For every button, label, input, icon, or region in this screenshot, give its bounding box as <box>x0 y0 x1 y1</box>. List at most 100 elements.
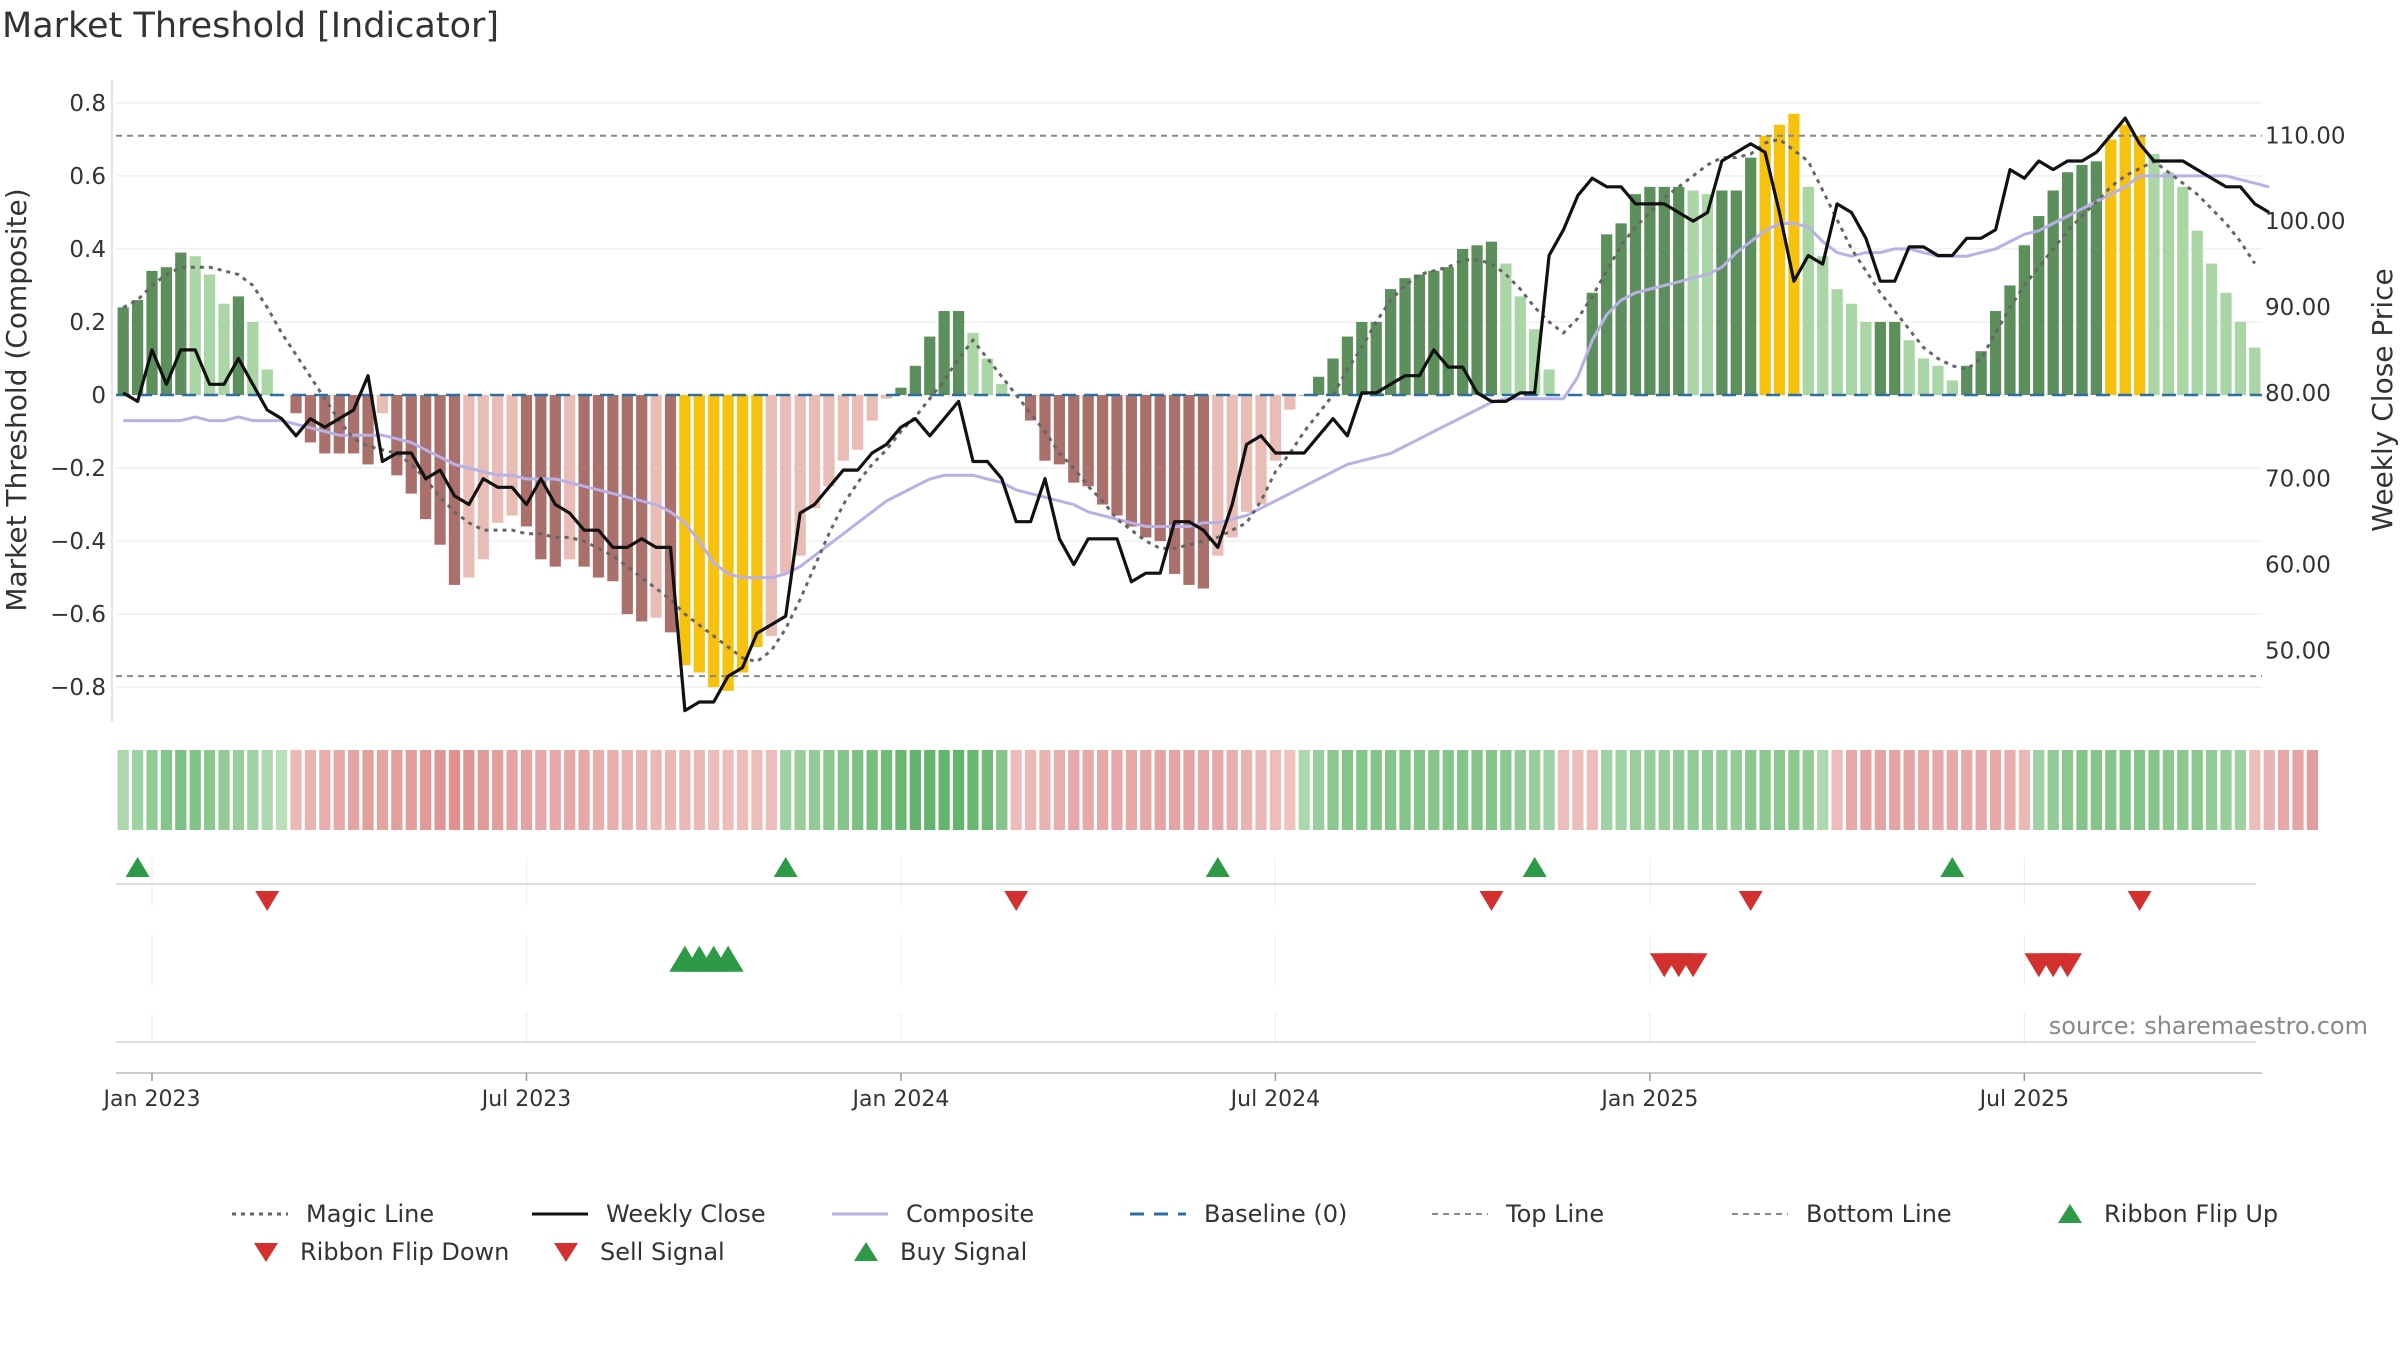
composite-bar <box>1370 321 1382 395</box>
legend-item: Bottom Line <box>1730 1196 1952 1232</box>
composite-bar <box>1874 321 1886 395</box>
composite-bar <box>967 332 979 395</box>
composite-bar <box>1356 321 1368 395</box>
ribbon-cell <box>2277 750 2290 830</box>
ribbon-cell <box>1932 750 1944 830</box>
ribbon-cell <box>1831 750 1843 830</box>
composite-bar <box>679 395 691 666</box>
composite-bar <box>1428 270 1440 395</box>
signal-rows <box>116 857 2256 1045</box>
y-tick-label: −0.2 <box>50 456 106 482</box>
y-tick-label: 0 <box>91 383 106 409</box>
composite-bar <box>1557 395 1570 396</box>
x-tick-label: Jul 2023 <box>480 1087 572 1112</box>
composite-bar <box>1629 194 1642 395</box>
ribbon-cell <box>1845 750 1858 830</box>
composite-bar <box>880 395 893 399</box>
composite-bar <box>247 321 259 395</box>
ribbon-cell <box>1356 750 1368 830</box>
composite-bar <box>794 395 806 556</box>
composite-bar <box>1860 321 1872 395</box>
composite-bar <box>765 395 777 637</box>
legend-swatch <box>232 1212 288 1216</box>
ribbon-cell <box>1125 750 1138 830</box>
composite-bar <box>1140 395 1152 538</box>
composite-bar <box>1053 395 1065 465</box>
y-tick-label: 0.4 <box>69 237 106 263</box>
ribbon-cell <box>247 750 259 830</box>
composite-bar <box>2249 347 2261 395</box>
ribbon-cell <box>405 750 417 830</box>
composite-bar <box>189 256 201 395</box>
ribbon-cell <box>1341 750 1354 830</box>
composite-bar <box>1024 395 1037 421</box>
ribbon-cell <box>952 750 965 830</box>
composite-bar <box>1485 241 1498 395</box>
ribbon-cell <box>492 750 504 830</box>
composite-bar <box>2148 153 2160 395</box>
ribbon-cell <box>2061 750 2074 830</box>
composite-bar <box>1269 395 1282 461</box>
composite-bar <box>1745 157 1757 395</box>
composite-bar <box>506 395 518 516</box>
composite-bar <box>2119 124 2131 396</box>
ribbon-cell <box>2033 750 2045 830</box>
x-tick-label: Jul 2024 <box>1229 1087 1321 1112</box>
composite-bar <box>1615 223 1627 395</box>
composite-bar <box>1831 289 1843 395</box>
ribbon-cell <box>780 750 792 830</box>
legend-label: Baseline (0) <box>1204 1200 1348 1228</box>
composite-bar <box>1802 186 1814 395</box>
y2-tick-label: 60.00 <box>2265 553 2331 579</box>
composite-bar <box>736 395 749 673</box>
composite-bar <box>1399 278 1411 395</box>
ribbon-cell <box>736 750 749 830</box>
composite-bar <box>1529 329 1541 395</box>
x-tick-label: Jan 2025 <box>1599 1087 1698 1112</box>
legend-label: Sell Signal <box>600 1238 725 1266</box>
y-axis-title: Market Threshold (Composite) <box>0 188 33 611</box>
composite-bar <box>1068 395 1080 483</box>
ribbon-cell <box>1313 750 1325 830</box>
legend-triangle-down <box>554 1243 578 1262</box>
ribbon-cell <box>1529 750 1541 830</box>
legend-triangle-up <box>854 1242 878 1261</box>
ribbon-cell <box>636 750 648 830</box>
legend-swatch <box>1732 1213 1788 1215</box>
ribbon-cell <box>1514 750 1526 830</box>
composite-bar <box>1946 380 1958 395</box>
ribbon-cell <box>1601 750 1613 830</box>
y2-tick-label: 110.00 <box>2265 123 2345 149</box>
composite-bar <box>2090 161 2102 395</box>
composite-bar <box>909 365 921 395</box>
composite-bar <box>420 395 432 520</box>
composite-bar <box>376 395 389 414</box>
ribbon-cell <box>564 750 576 830</box>
ribbon-cell <box>1917 750 1930 830</box>
ribbon-cell <box>2004 750 2016 830</box>
ribbon-cell <box>1745 750 1757 830</box>
ribbon-flip-down-marker <box>1738 891 1763 911</box>
ribbon-cell <box>117 750 129 830</box>
sell-signal-marker <box>1678 953 1708 978</box>
composite-bar <box>1514 296 1526 395</box>
ribbon-cell <box>1860 750 1872 830</box>
ribbon-cell <box>1961 750 1973 830</box>
legend-label: Ribbon Flip Down <box>300 1238 510 1266</box>
composite-bar <box>549 395 561 567</box>
ribbon-cell <box>1269 750 1282 830</box>
composite-bar <box>1889 321 1901 395</box>
composite-bar <box>1255 395 1267 505</box>
y-tick-label: −0.4 <box>50 529 106 555</box>
composite-bar <box>852 395 864 450</box>
composite-bar <box>290 395 302 414</box>
composite-bar <box>1413 274 1426 395</box>
composite-bar <box>722 395 734 691</box>
composite-bar <box>1932 365 1944 395</box>
composite-bar <box>808 395 821 509</box>
y2-tick-label: 50.00 <box>2265 638 2331 664</box>
y-tick-label: 0.2 <box>69 310 106 336</box>
legend-label: Weekly Close <box>606 1200 766 1228</box>
composite-bar <box>1284 395 1296 410</box>
ribbon-cell <box>1082 750 1094 830</box>
